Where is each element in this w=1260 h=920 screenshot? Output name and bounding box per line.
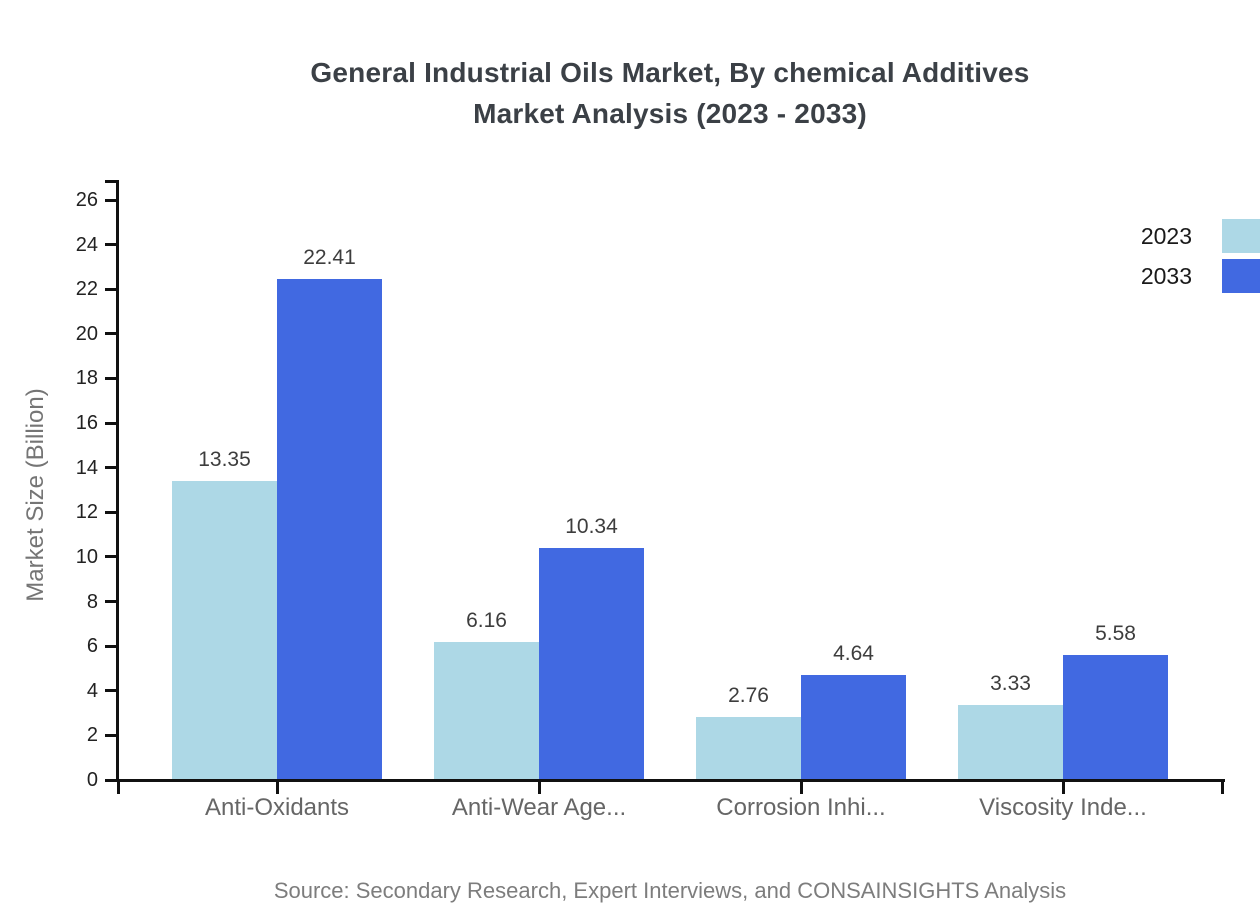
y-tick-label: 18 [75, 367, 98, 390]
y-tick-label: 4 [86, 679, 98, 702]
y-tick-label: 2 [86, 724, 98, 747]
legend: 2023 2033 [1141, 219, 1260, 299]
legend-swatch-2033 [1222, 259, 1260, 293]
x-tick-mark [1061, 781, 1065, 794]
bar-2033-anti-oxidants[interactable] [277, 279, 382, 779]
source-note: Source: Secondary Research, Expert Inter… [273, 878, 1067, 903]
bar-value-label-2033-corrosion-inhi: 4.64 [833, 642, 874, 666]
legend-label-2023: 2023 [1140, 222, 1192, 249]
bar-2033-corrosion-inhi[interactable] [801, 675, 906, 779]
y-tick-mark [105, 689, 118, 693]
y-tick-mark [105, 243, 118, 247]
bar-value-label-2023-corrosion-inhi: 2.76 [728, 684, 769, 708]
bar-2023-anti-oxidants[interactable] [172, 481, 277, 779]
y-tick-label: 20 [75, 322, 98, 345]
y-tick-mark [105, 466, 118, 470]
x-category-label-viscosity-inde: Viscosity Inde... [979, 794, 1147, 821]
bar-2023-corrosion-inhi[interactable] [696, 717, 801, 779]
y-tick-mark [105, 198, 118, 202]
y-tick-mark [105, 644, 118, 648]
y-tick-label: 22 [75, 278, 98, 301]
y-tick-mark [105, 287, 118, 291]
y-tick-label: 8 [86, 590, 98, 613]
y-tick-label: 14 [75, 456, 98, 479]
x-axis-end-tick [1220, 781, 1224, 794]
y-tick-label: 12 [75, 501, 98, 524]
legend-label-2033: 2033 [1140, 262, 1192, 289]
y-tick-label: 0 [86, 769, 98, 791]
x-category-label-corrosion-inhi: Corrosion Inhi... [716, 794, 886, 821]
x-tick-mark [537, 781, 541, 794]
y-tick-label: 6 [86, 635, 98, 658]
bar-2033-anti-wear-age[interactable] [539, 548, 644, 779]
y-tick-mark [105, 376, 118, 380]
chart-title: General Industrial Oils Market, By chemi… [118, 52, 1222, 134]
y-tick-label: 26 [75, 189, 98, 211]
y-tick-label: 24 [75, 233, 98, 256]
y-tick-mark [105, 332, 118, 336]
bar-value-label-2033-anti-oxidants: 22.41 [303, 246, 356, 270]
bar-2033-viscosity-inde[interactable] [1063, 654, 1168, 779]
y-tick-mark [105, 421, 118, 425]
x-tick-mark [275, 781, 279, 794]
bar-value-label-2033-anti-wear-age: 10.34 [565, 515, 618, 539]
bar-2023-anti-wear-age[interactable] [434, 641, 539, 779]
y-tick-mark [105, 555, 118, 559]
bar-value-label-2023-anti-oxidants: 13.35 [198, 448, 251, 472]
x-category-label-anti-wear-age: Anti-Wear Age... [451, 794, 627, 821]
x-axis-end-tick [116, 781, 120, 794]
y-tick-mark [105, 778, 118, 782]
y-tick-mark [105, 600, 118, 604]
x-axis-line [116, 779, 1225, 782]
y-tick-label: 10 [75, 545, 98, 568]
bar-value-label-2023-viscosity-inde: 3.33 [990, 671, 1031, 695]
chart-title-line1: General Industrial Oils Market, By chemi… [310, 57, 1030, 88]
x-tick-mark [799, 781, 803, 794]
bar-value-label-2023-anti-wear-age: 6.16 [466, 608, 507, 632]
legend-item-2023[interactable]: 2023 [1141, 219, 1260, 253]
legend-swatch-2023 [1222, 219, 1260, 253]
chart-title-line2: Market Analysis (2023 - 2033) [473, 98, 867, 129]
y-tick-label: 16 [75, 412, 98, 435]
bar-value-label-2033-viscosity-inde: 5.58 [1095, 621, 1136, 645]
legend-item-2033[interactable]: 2033 [1141, 259, 1260, 293]
y-tick-mark [105, 733, 118, 737]
bar-2023-viscosity-inde[interactable] [958, 704, 1063, 779]
x-category-label-anti-oxidants: Anti-Oxidants [204, 794, 350, 821]
y-axis-end-tick [105, 180, 118, 183]
y-axis-line [116, 180, 119, 782]
y-tick-mark [105, 510, 118, 514]
